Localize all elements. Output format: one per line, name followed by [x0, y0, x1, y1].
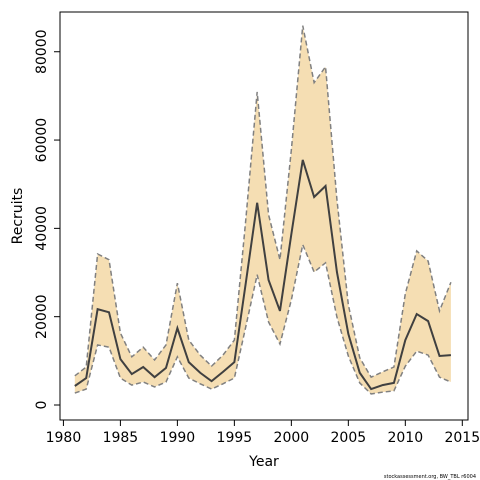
lower-bound — [74, 242, 452, 395]
y-tick-label: 40000 — [34, 206, 50, 251]
x-tick-label: 2005 — [331, 430, 367, 446]
upper-bound — [74, 25, 452, 379]
y-tick-label: 60000 — [34, 118, 50, 163]
x-tick-label: 2000 — [274, 430, 310, 446]
confidence-band — [74, 25, 451, 394]
x-tick-label: 2015 — [444, 430, 480, 446]
estimate-line — [74, 159, 451, 391]
y-tick-label: 0 — [34, 401, 50, 410]
y-tick-label: 20000 — [34, 294, 50, 339]
x-tick-label: 1990 — [160, 430, 196, 446]
footer: stockassessment.org, BW_TBL r6004 — [384, 474, 476, 480]
x-axis-label: Year — [248, 454, 279, 470]
x-tick-label: 1995 — [217, 430, 253, 446]
x-tick-label: 1985 — [103, 430, 139, 446]
x-tick-label: 1980 — [46, 430, 82, 446]
x-tick-label: 2010 — [387, 430, 423, 446]
y-axis-label: Recruits — [10, 188, 26, 245]
y-tick-label: 80000 — [34, 29, 50, 74]
plot-frame — [59, 11, 469, 421]
